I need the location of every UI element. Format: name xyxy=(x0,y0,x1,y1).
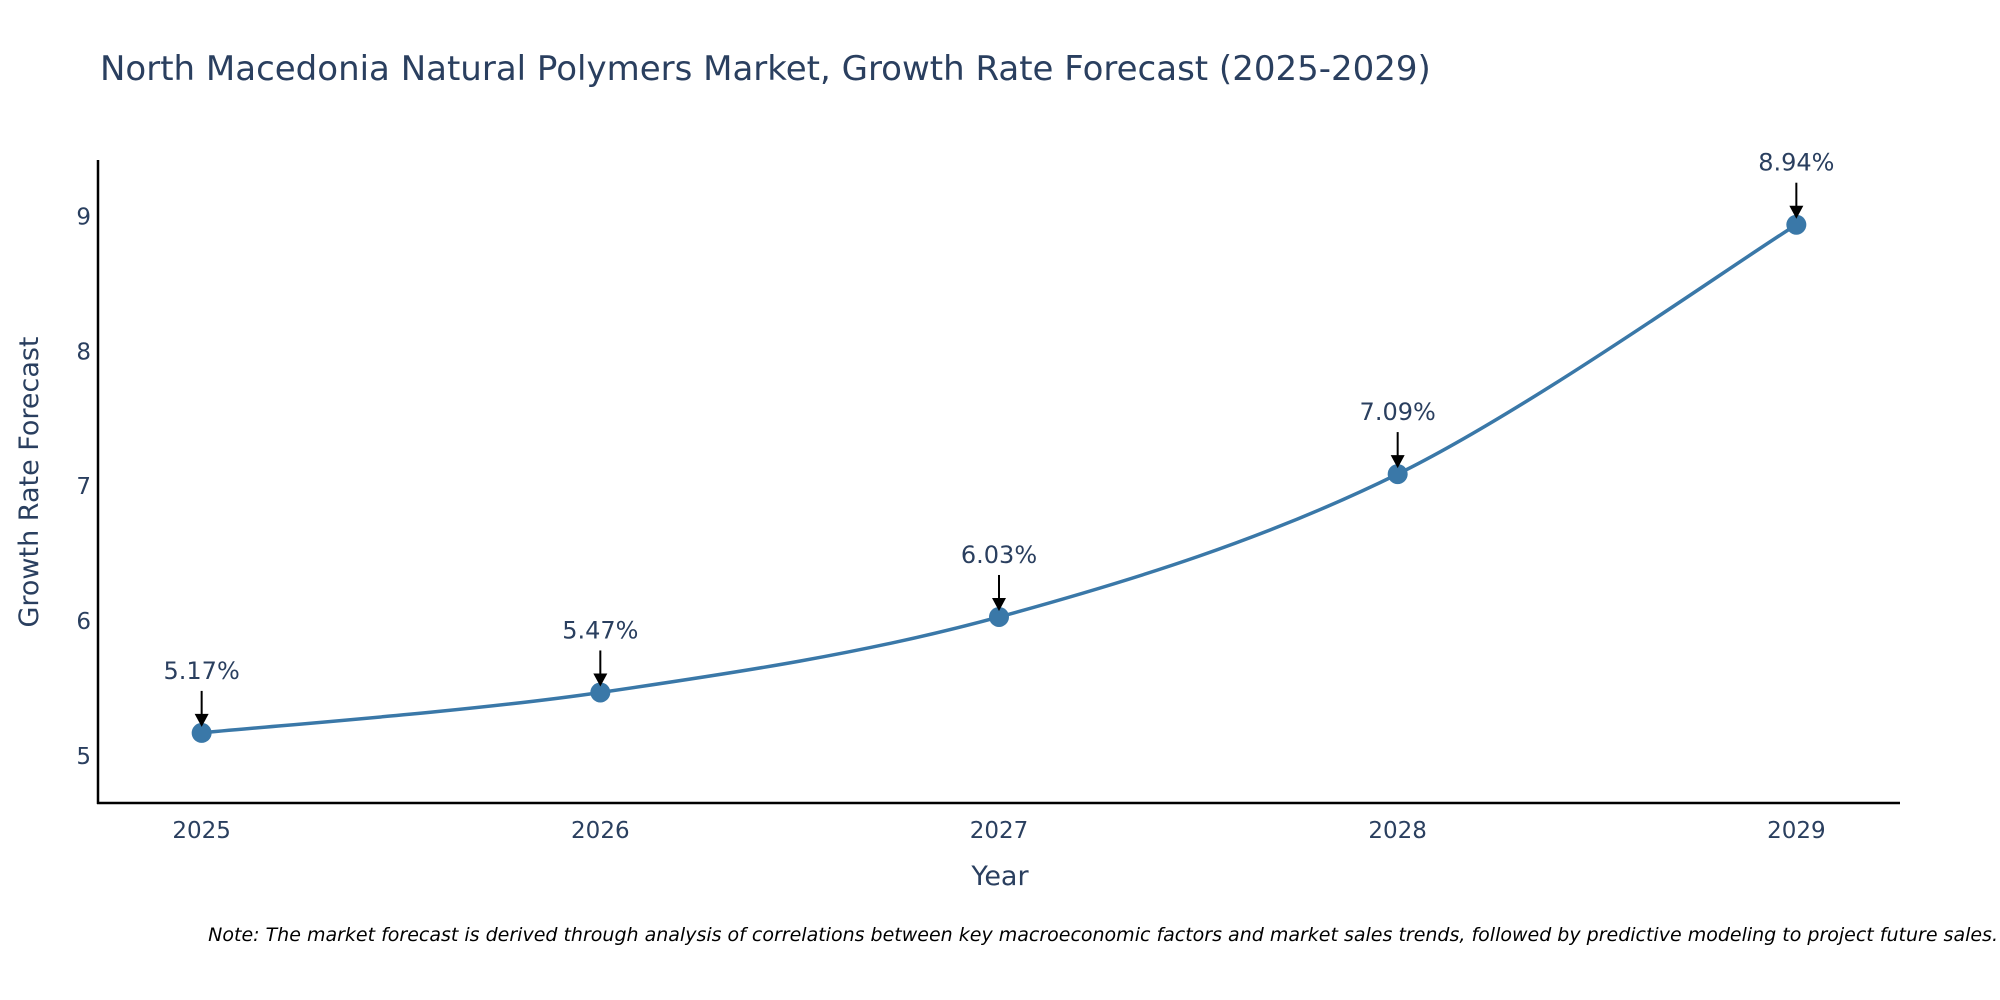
data-point xyxy=(590,682,611,703)
x-tick-label: 2025 xyxy=(172,818,231,844)
data-label: 8.94% xyxy=(1758,149,1834,177)
data-label: 5.17% xyxy=(164,657,240,685)
y-tick-label: 9 xyxy=(76,205,91,231)
data-points xyxy=(191,214,1807,743)
chart-title: North Macedonia Natural Polymers Market,… xyxy=(100,49,1431,89)
x-tick-label: 2028 xyxy=(1368,818,1427,844)
y-axis-title: Growth Rate Forecast xyxy=(14,336,45,627)
data-point xyxy=(1786,214,1807,235)
data-point xyxy=(989,606,1009,627)
x-tick-label: 2026 xyxy=(571,818,630,844)
y-tick-label: 7 xyxy=(76,474,91,500)
data-point xyxy=(191,722,212,743)
annotation-arrow-head xyxy=(1390,455,1405,469)
x-tick-label: 2029 xyxy=(1767,818,1826,844)
annotation-arrow-head xyxy=(1789,205,1804,219)
x-axis-title: Year xyxy=(970,861,1029,892)
data-labels: 5.17% 5.47% 6.03% 7.09% 8.94% xyxy=(164,149,1834,727)
annotation-arrow-head xyxy=(194,713,209,727)
series-line xyxy=(201,223,1798,735)
y-tick-label: 5 xyxy=(76,744,91,770)
x-tick-label: 2027 xyxy=(970,818,1029,844)
y-tick-label: 6 xyxy=(76,609,91,635)
data-label: 6.03% xyxy=(961,541,1037,569)
y-axis-ticks: 5 6 7 8 9 xyxy=(76,205,91,770)
data-label: 7.09% xyxy=(1360,398,1436,426)
x-axis-ticks: 2025 2026 2027 2028 2029 xyxy=(172,818,1825,844)
data-label: 5.47% xyxy=(562,616,638,644)
annotation-arrow-head xyxy=(992,597,1006,611)
y-tick-label: 8 xyxy=(76,339,91,365)
footnote: Note: The market forecast is derived thr… xyxy=(208,924,1998,946)
annotation-arrow-head xyxy=(593,673,608,687)
data-point xyxy=(1387,464,1408,485)
